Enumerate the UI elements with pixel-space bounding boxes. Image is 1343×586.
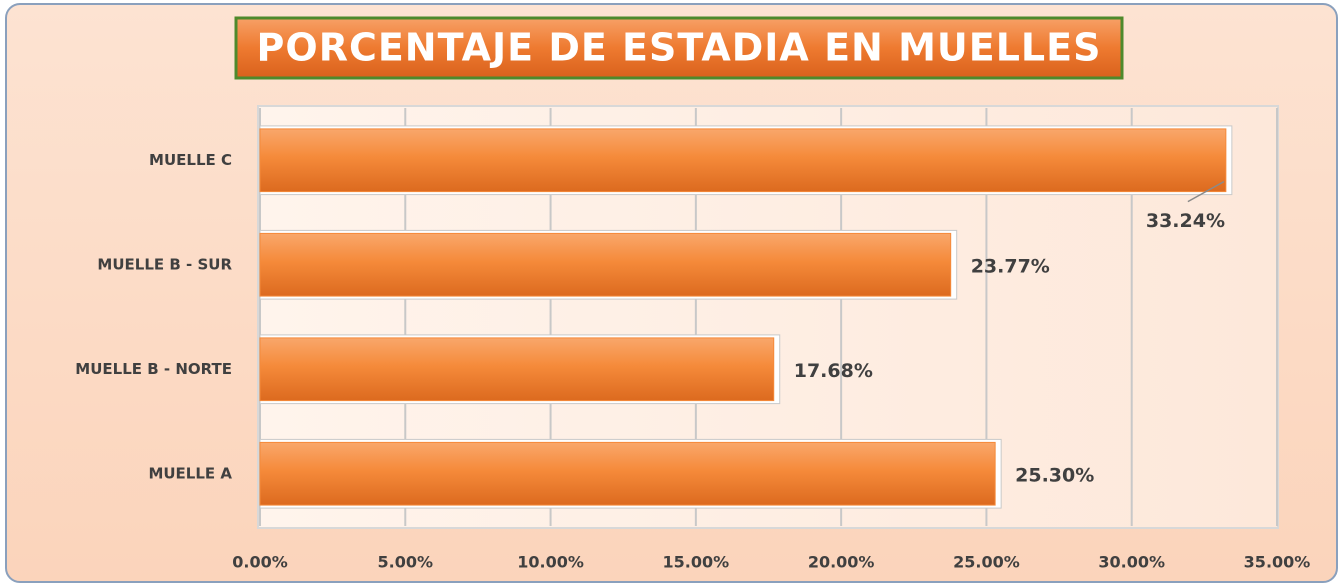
x-tick-label: 35.00% — [1244, 553, 1311, 572]
x-tick-label: 5.00% — [378, 553, 434, 572]
x-tick-label: 0.00% — [232, 553, 288, 572]
bar — [259, 128, 1227, 193]
chart-title: PORCENTAJE DE ESTADIA EN MUELLES — [257, 26, 1102, 70]
x-tick-label: 15.00% — [663, 553, 730, 572]
category-label: MUELLE B - SUR — [97, 255, 232, 273]
x-tick-label: 20.00% — [808, 553, 875, 572]
bar — [259, 441, 996, 506]
bar — [259, 337, 775, 402]
bar — [259, 232, 952, 297]
value-label: 33.24% — [1146, 210, 1225, 232]
value-label: 17.68% — [794, 360, 873, 382]
x-tick-label: 25.00% — [953, 553, 1020, 572]
category-label: MUELLE C — [149, 151, 232, 169]
value-label: 25.30% — [1015, 464, 1094, 486]
category-label: MUELLE B - NORTE — [75, 360, 232, 378]
x-tick-label: 30.00% — [1098, 553, 1165, 572]
leader-line — [1187, 180, 1225, 203]
x-tick-label: 10.00% — [517, 553, 584, 572]
value-label: 23.77% — [971, 255, 1050, 277]
title-box — [234, 16, 1124, 80]
category-label: MUELLE A — [148, 464, 232, 482]
